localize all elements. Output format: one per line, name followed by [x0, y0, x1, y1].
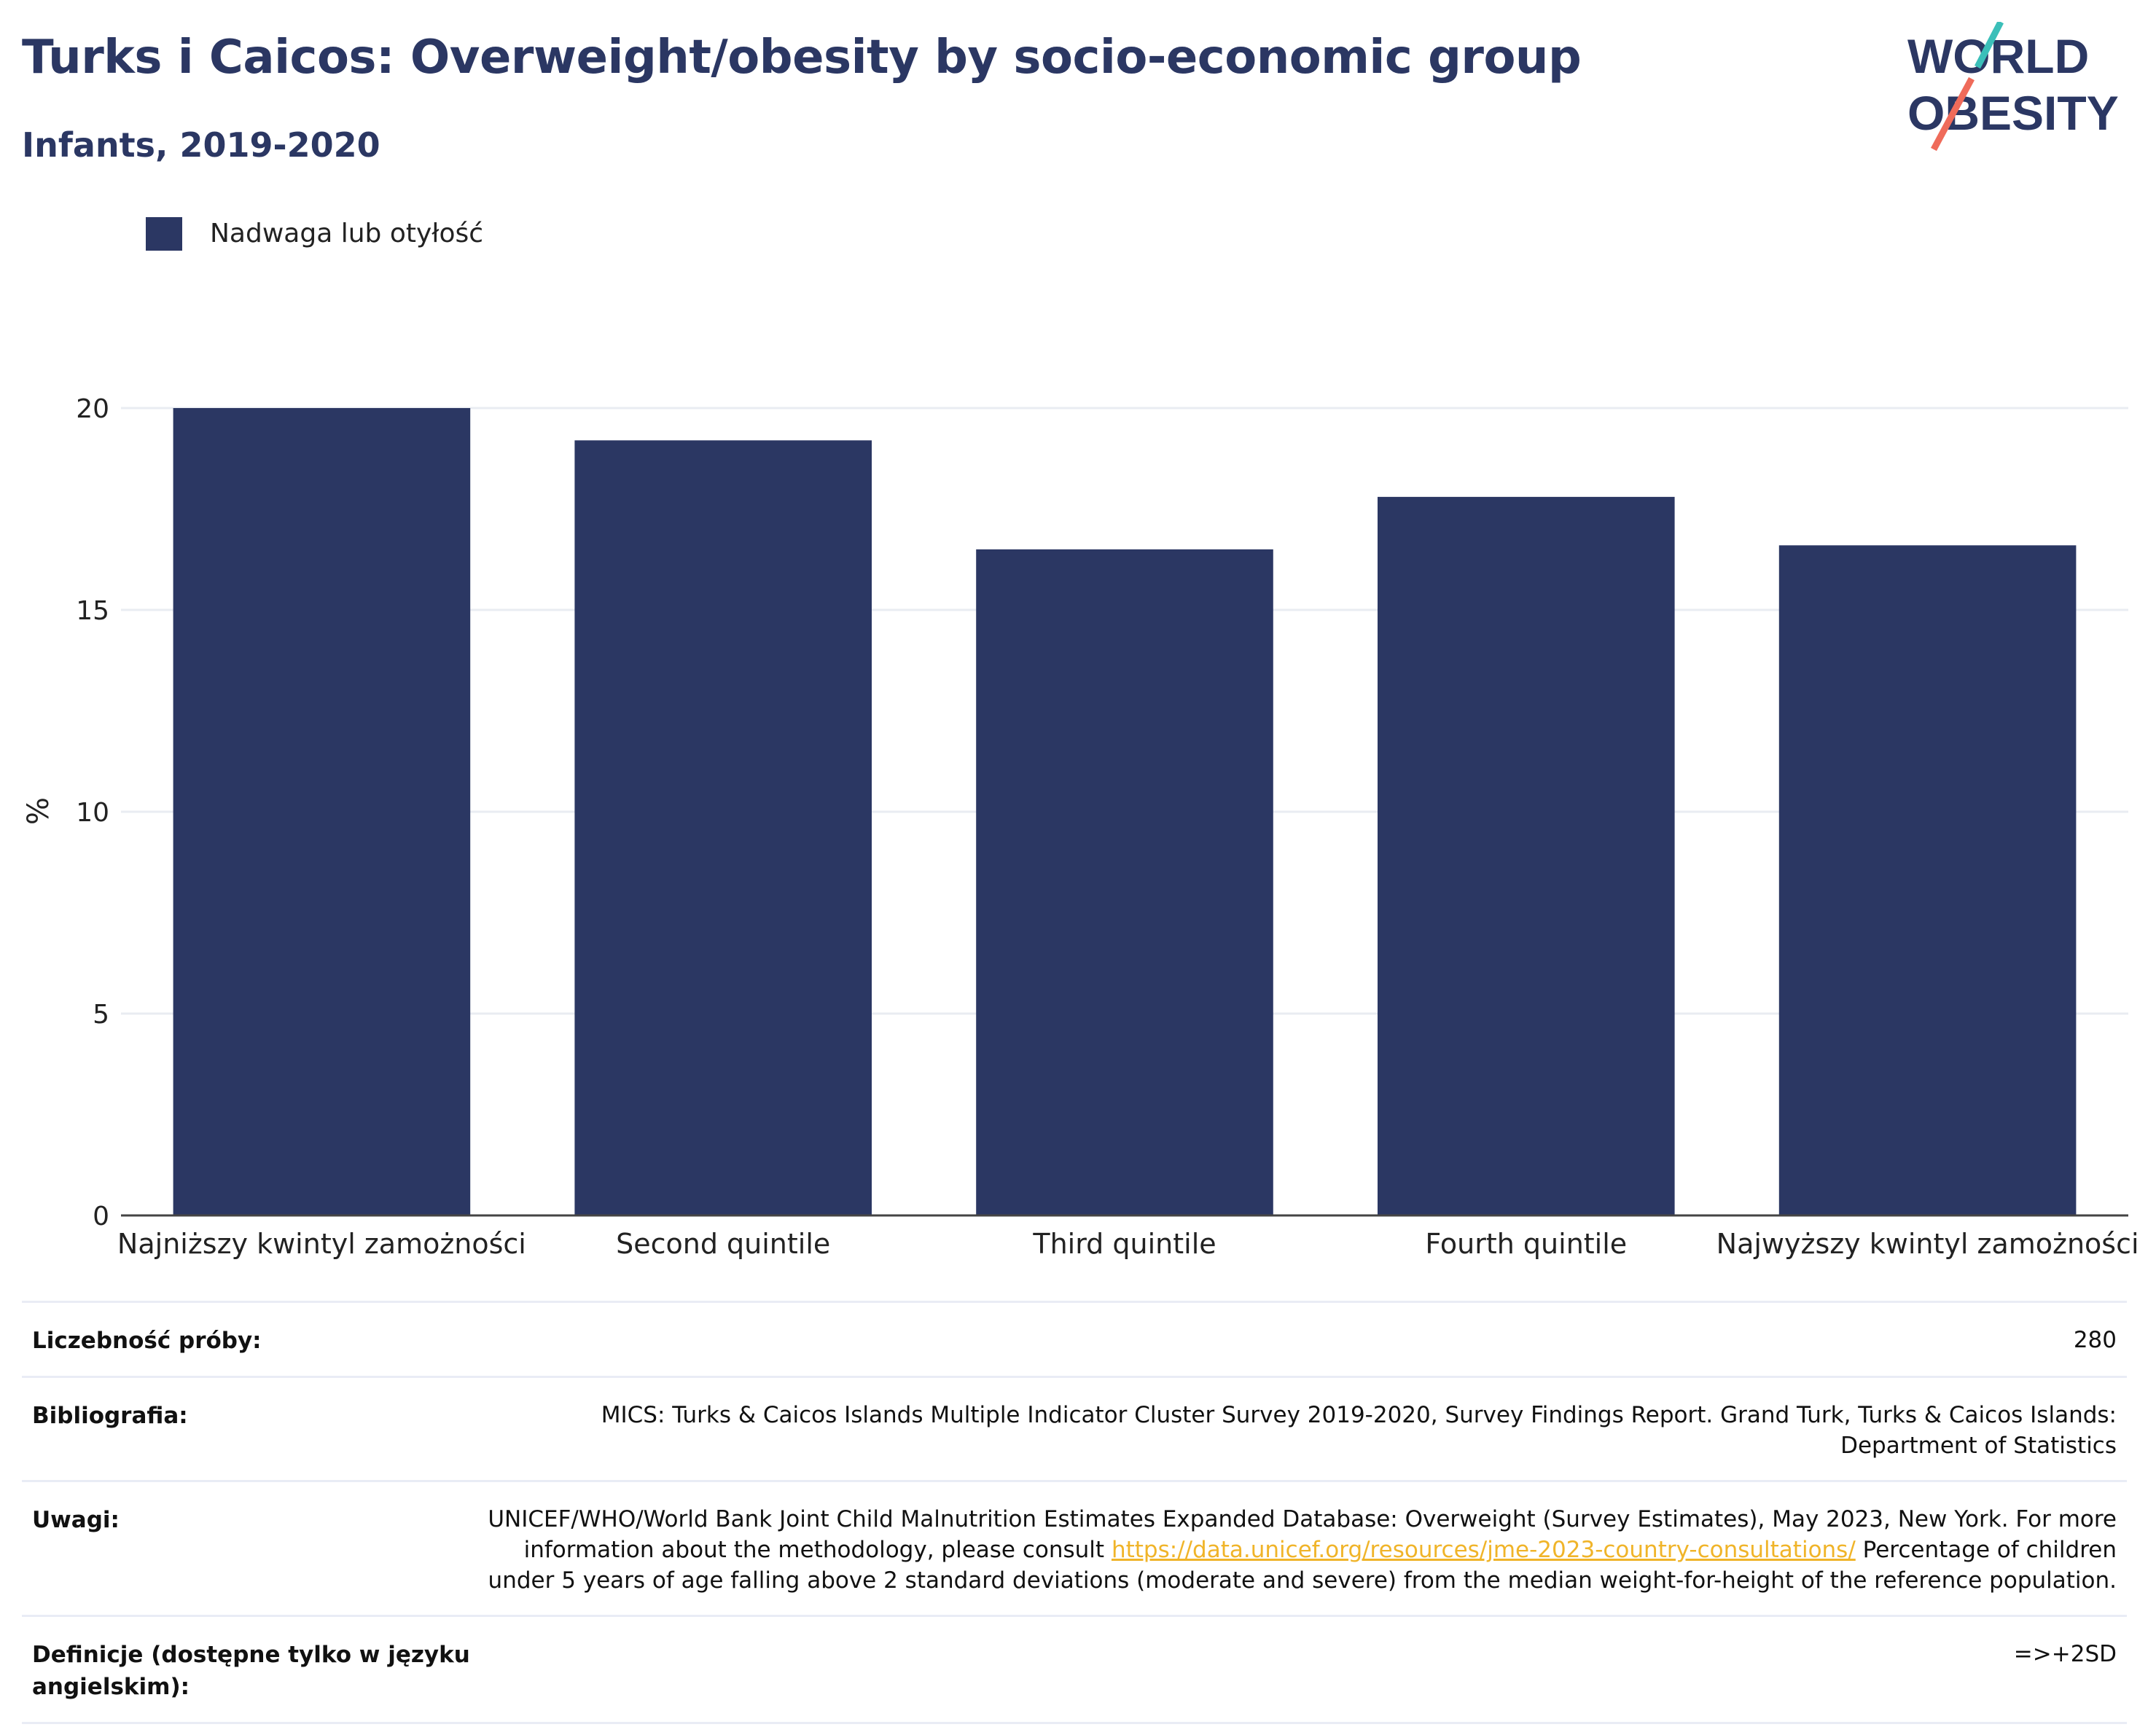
- world-obesity-logo: WORLD OBESITY: [1907, 22, 2119, 152]
- legend-swatch: [146, 217, 182, 251]
- bibliography-row: Bibliografia: MICS: Turks & Caicos Islan…: [22, 1376, 2127, 1480]
- chart-title: Turks i Caicos: Overweight/obesity by so…: [22, 31, 1582, 85]
- y-tick-label: 20: [76, 394, 109, 424]
- x-tick-label: Najwyższy kwintyl zamożności: [1716, 1228, 2139, 1260]
- definitions-label: Definicje (dostępne tylko w języku angie…: [32, 1642, 470, 1700]
- notes-label: Uwagi:: [32, 1507, 120, 1533]
- notes-row: Uwagi: UNICEF/WHO/World Bank Joint Child…: [22, 1480, 2127, 1615]
- y-tick-label: 0: [93, 1202, 109, 1231]
- notes-text-before: UNICEF/WHO/World Bank Joint Child Malnut…: [488, 1506, 2117, 1563]
- bar: [1378, 496, 1675, 1215]
- info-table: Liczebność próby: 280 Bibliografia: MICS…: [22, 1301, 2127, 1724]
- bar: [173, 408, 471, 1215]
- y-tick-label: 5: [93, 1000, 109, 1030]
- sample-size-row: Liczebność próby: 280: [22, 1301, 2127, 1376]
- bar-chart: 0 5 10 15 20 Najniższy kwintyl zamożności Seco…: [76, 394, 2139, 1260]
- bar: [574, 440, 872, 1215]
- definitions-value: =>+2SD: [2013, 1641, 2117, 1667]
- x-tick-label: Second quintile: [616, 1228, 830, 1260]
- methodology-link[interactable]: https://data.unicef.org/resources/jme-20…: [1111, 1537, 1856, 1563]
- bibliography-value: MICS: Turks & Caicos Islands Multiple In…: [601, 1402, 2117, 1459]
- chart-subtitle: Infants, 2019-2020: [22, 125, 380, 165]
- bar: [1778, 545, 2077, 1215]
- definitions-row: Definicje (dostępne tylko w języku angie…: [22, 1615, 2127, 1724]
- logo-slash-red: [1931, 77, 1975, 152]
- sample-size-label: Liczebność próby:: [32, 1328, 262, 1354]
- y-tick-label: 10: [76, 798, 109, 828]
- x-tick-label: Fourth quintile: [1425, 1228, 1627, 1260]
- notes-text-after: Percentage of children under 5 years of …: [488, 1537, 2117, 1594]
- y-tick-label: 15: [76, 596, 109, 626]
- x-tick-label: Third quintile: [1032, 1228, 1216, 1260]
- logo-text-world: WORLD: [1907, 29, 2089, 83]
- sample-size-value: 280: [2073, 1327, 2117, 1353]
- logo-slash-teal: [1975, 22, 2004, 69]
- logo-text-obesity: OBESITY: [1907, 86, 2119, 140]
- x-tick-label: Najniższy kwintyl zamożności: [117, 1228, 526, 1260]
- legend-label: Nadwaga lub otyłość: [210, 219, 484, 248]
- notes-value: UNICEF/WHO/World Bank Joint Child Malnut…: [484, 1504, 2117, 1596]
- bibliography-label: Bibliografia:: [32, 1403, 188, 1429]
- bar: [976, 549, 1273, 1215]
